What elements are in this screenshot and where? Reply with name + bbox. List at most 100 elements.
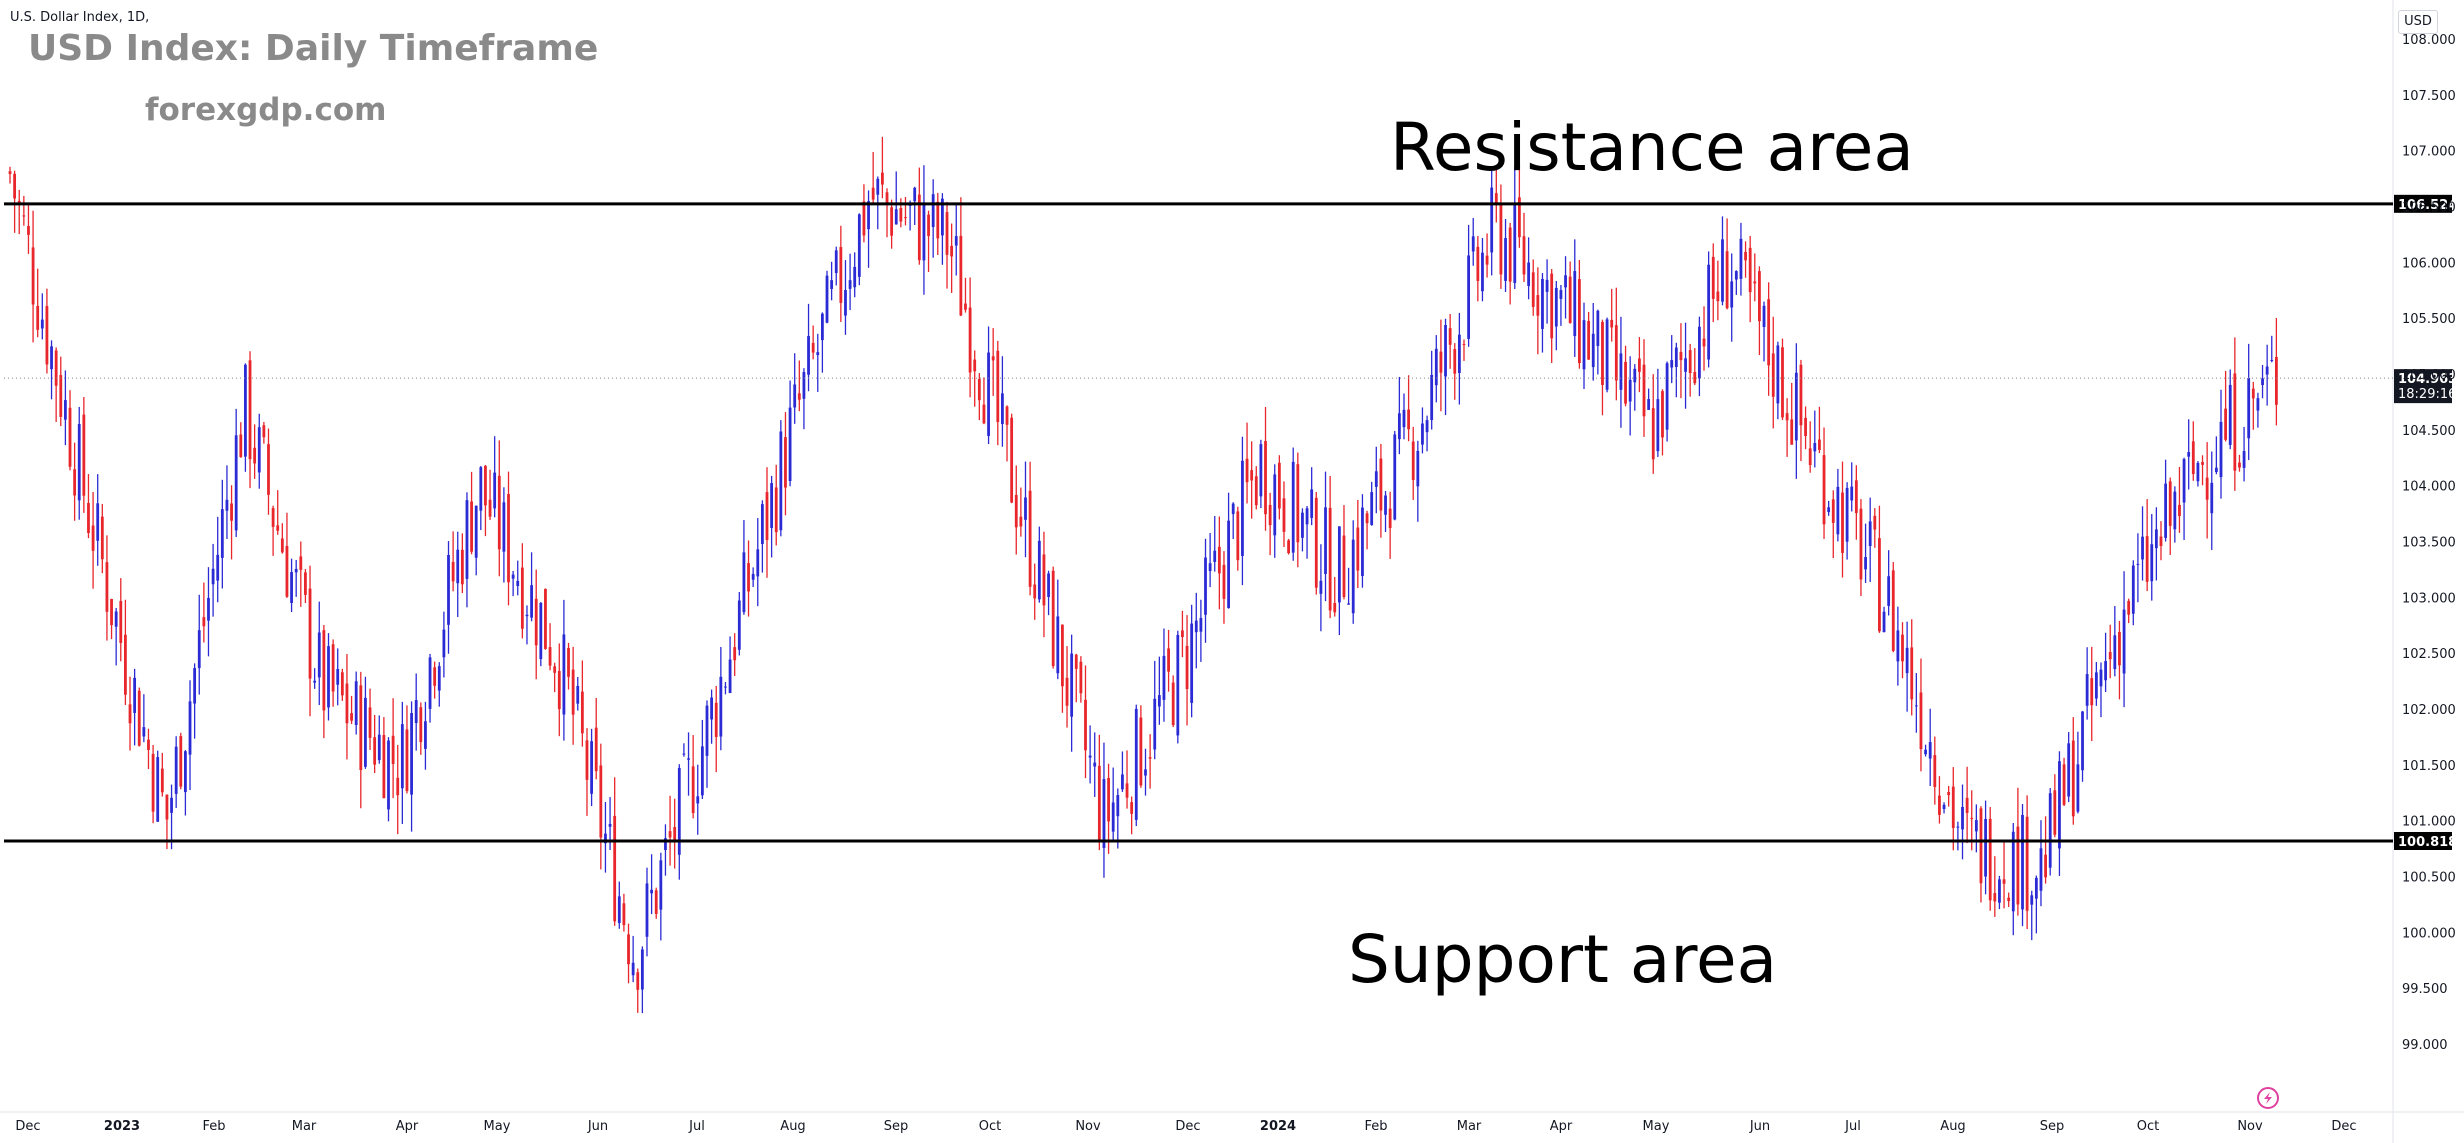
candle-body — [1213, 550, 1217, 562]
candle-body — [788, 407, 792, 481]
candle-body — [1453, 349, 1457, 374]
candle-body — [1688, 350, 1692, 374]
candle-body — [677, 767, 681, 855]
candle-body — [1873, 515, 1877, 530]
candle-body — [31, 247, 35, 305]
candle-body — [1162, 655, 1166, 700]
candle-body — [1324, 507, 1327, 574]
candle-body — [345, 683, 349, 724]
level-price-label: 100.818 — [2398, 835, 2457, 850]
level-price-box — [2394, 831, 2452, 850]
candle-body — [96, 503, 100, 541]
candle-body — [590, 741, 593, 794]
candle-body — [1425, 420, 1429, 433]
candle-body — [627, 934, 630, 965]
candle-body — [2214, 467, 2218, 473]
candle-body — [747, 563, 750, 592]
candle-body — [262, 425, 266, 438]
candle-body — [271, 508, 275, 527]
candle-body — [1268, 504, 1272, 526]
candle-body — [1019, 516, 1023, 527]
candle-body — [2108, 651, 2112, 660]
candle-body — [1891, 570, 1895, 651]
candle-body — [368, 707, 372, 738]
candle-body — [1231, 503, 1235, 515]
candle-body — [2122, 609, 2126, 674]
candle-body — [299, 556, 303, 570]
candle-body — [1014, 495, 1018, 528]
candle-body — [1033, 584, 1037, 599]
candle-body — [331, 644, 335, 692]
candle-body — [1711, 256, 1715, 299]
candle-body — [1250, 470, 1254, 481]
candle-body — [174, 746, 178, 794]
candle-body — [2085, 674, 2089, 706]
candle-body — [410, 713, 413, 795]
candle-body — [1476, 246, 1480, 281]
candle-body — [751, 573, 755, 580]
candle-body — [36, 306, 40, 330]
candle-body — [977, 379, 981, 401]
candle-body — [1125, 783, 1129, 798]
x-tick-label: Dec — [1175, 1119, 1200, 1134]
candle-body — [534, 598, 538, 646]
x-tick-label: Oct — [2137, 1119, 2159, 1134]
candle-body — [63, 400, 67, 420]
candle-body — [2233, 373, 2237, 471]
candle-body — [1397, 413, 1401, 440]
candle-body — [114, 611, 118, 627]
last-price-box — [2394, 369, 2452, 404]
candle-body — [802, 372, 806, 399]
lightning-icon[interactable] — [2257, 1087, 2279, 1109]
candle-body — [1859, 508, 1863, 580]
candle-body — [73, 469, 77, 496]
currency-button[interactable]: USD — [2398, 10, 2438, 34]
candle-body — [280, 538, 284, 553]
candle-body — [1998, 879, 2001, 903]
candle-body — [1042, 554, 1046, 606]
candle-body — [1993, 893, 1997, 902]
candle-body — [959, 235, 963, 316]
candle-body — [493, 472, 497, 509]
candle-body — [617, 896, 621, 924]
candle-body — [2048, 793, 2052, 868]
candle-body — [982, 404, 986, 424]
candle-body — [1074, 654, 1078, 669]
candle-body — [668, 831, 672, 838]
candle-body — [1573, 271, 1577, 337]
candle-body — [377, 734, 381, 761]
candle-body — [1554, 287, 1558, 327]
candle-body — [424, 721, 427, 749]
candle-body — [580, 691, 584, 734]
candle-body — [608, 823, 612, 827]
candle-body — [1887, 576, 1891, 606]
candle-body — [433, 667, 437, 686]
y-tick-label: 99.500 — [2402, 982, 2448, 997]
candle-body — [904, 217, 907, 219]
candle-body — [1928, 742, 1932, 759]
y-tick-label: 105.500 — [2402, 312, 2456, 327]
candle-body — [142, 727, 146, 737]
candle-body — [1651, 408, 1655, 460]
candle-body — [1614, 325, 1618, 381]
candle-body — [2251, 388, 2255, 399]
candle-body — [1942, 804, 1946, 810]
candle-body — [82, 414, 86, 496]
symbol-line: U.S. Dollar Index, 1D, — [10, 10, 150, 25]
candle-body — [1384, 495, 1387, 515]
candle-body — [548, 647, 552, 666]
candle-body — [2058, 761, 2061, 849]
candle-body — [1541, 278, 1544, 329]
candle-body — [197, 630, 201, 669]
candle-body — [1665, 363, 1669, 430]
x-tick-label: Sep — [884, 1119, 909, 1134]
candle-body — [1628, 379, 1632, 402]
candle-body — [1619, 353, 1623, 390]
candle-body — [1739, 238, 1743, 279]
candle-body — [714, 702, 718, 737]
x-tick-label: Nov — [1075, 1119, 1101, 1134]
candle-body — [774, 487, 778, 533]
candle-body — [1882, 611, 1886, 633]
